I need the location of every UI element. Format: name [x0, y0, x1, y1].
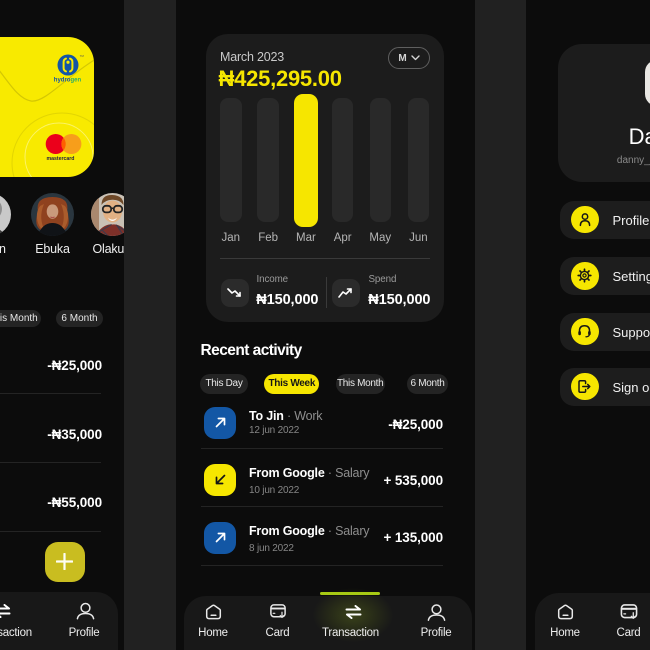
svg-text:TM: TM [80, 54, 85, 58]
svg-text:hydrogen: hydrogen [54, 78, 82, 84]
svg-text:mastercard: mastercard [47, 156, 75, 162]
